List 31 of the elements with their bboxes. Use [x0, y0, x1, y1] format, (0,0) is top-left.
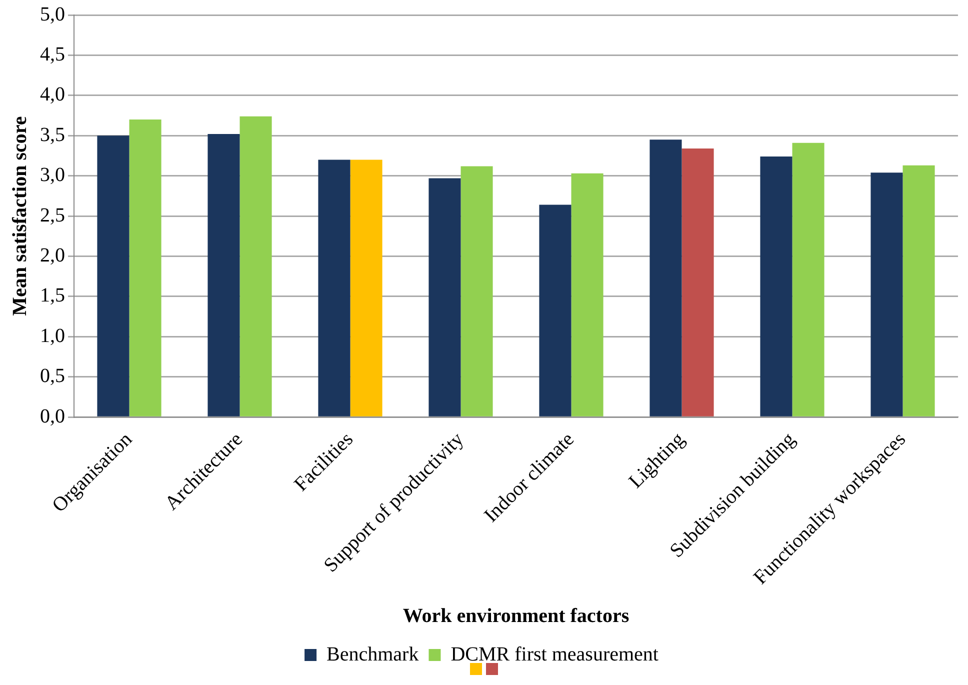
- bar: [129, 120, 162, 416]
- y-tick-label: 2,0: [40, 244, 65, 267]
- bar: [97, 136, 130, 416]
- y-tick-label: 0,0: [40, 405, 65, 428]
- y-tick-label: 2,5: [40, 204, 65, 226]
- bar: [792, 142, 824, 416]
- bar: [460, 166, 493, 416]
- bar: [902, 165, 935, 416]
- y-tick-label: 1,0: [40, 324, 65, 347]
- bar: [240, 116, 272, 416]
- bar: [350, 160, 382, 416]
- y-tick-label: 4,0: [40, 84, 65, 106]
- bar: [682, 148, 714, 416]
- bar: [870, 172, 903, 416]
- bar: [428, 178, 461, 416]
- y-tick-label: 3,5: [40, 124, 65, 146]
- bar: [208, 134, 240, 416]
- bar: [539, 204, 572, 416]
- legend-label: Benchmark: [326, 643, 419, 666]
- bar: [760, 156, 792, 416]
- bar: [318, 160, 350, 416]
- y-tick-label: 3,0: [40, 164, 65, 186]
- y-tick-label: 5,0: [40, 3, 65, 26]
- bar: [650, 140, 682, 416]
- y-axis-title: Mean satisfaction score: [9, 116, 32, 316]
- x-axis-title: Work environment factors: [402, 605, 630, 628]
- y-tick-label: 4,5: [40, 43, 65, 66]
- bar: [571, 173, 604, 416]
- y-tick-label: 1,5: [40, 284, 65, 307]
- y-tick-label: 0,5: [40, 365, 65, 388]
- legend-label: DCMR first measurement: [450, 643, 659, 666]
